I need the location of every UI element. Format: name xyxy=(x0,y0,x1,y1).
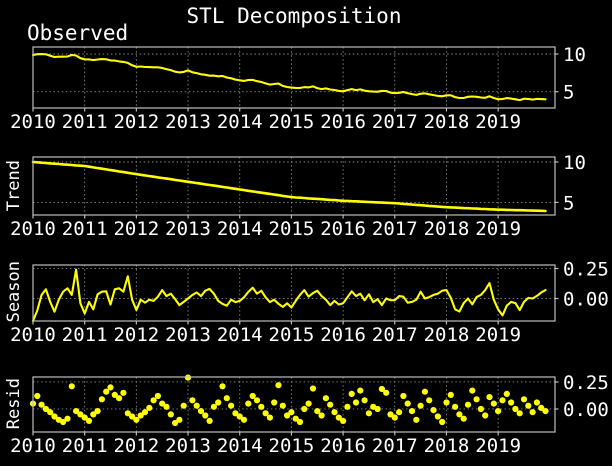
tick-label: 2019 xyxy=(475,324,521,346)
resid-panel: 2010 2011 2012 2013 2014 2015 2016 2017 2018 2019… xyxy=(10,372,609,457)
axis-ticks: 2010 2011 2012 2013 2014 2015 2016 2017 2018 2019… xyxy=(10,44,586,133)
tick-label: 2018 xyxy=(424,111,470,133)
tick-label: 2017 xyxy=(372,218,418,240)
gridlines xyxy=(32,157,555,215)
tick-label: 2010 xyxy=(10,218,56,240)
observed-line-series xyxy=(31,53,547,102)
figure-title: STL Decomposition xyxy=(186,4,402,28)
tick-label: 2017 xyxy=(372,111,418,133)
tick-label: 2014 xyxy=(217,111,263,133)
tick-label: 2014 xyxy=(217,435,263,457)
tick-label: 2017 xyxy=(372,435,418,457)
tick-label: 2015 xyxy=(269,218,315,240)
tick-label: 2012 xyxy=(113,435,159,457)
tick-label: 2010 xyxy=(10,324,56,346)
trend-line-series xyxy=(31,160,547,213)
tick-label: 2016 xyxy=(320,435,366,457)
tick-label: 2015 xyxy=(269,324,315,346)
tick-label: 2015 xyxy=(269,111,315,133)
tick-label: 2014 xyxy=(217,324,263,346)
plot-border xyxy=(32,264,556,322)
gridlines xyxy=(32,377,555,432)
tick-label: 2015 xyxy=(269,435,315,457)
tick-label: 2016 xyxy=(320,111,366,133)
observed-panel-label: Observed xyxy=(27,21,129,45)
axis-ticks: 2010 2011 2012 2013 2014 2015 2016 2017 2018 2019… xyxy=(10,258,609,346)
tick-label: 2013 xyxy=(165,324,211,346)
resid-panel-label: Resid xyxy=(4,377,24,430)
tick-label: 2018 xyxy=(424,324,470,346)
tick-label: 2018 xyxy=(424,218,470,240)
tick-label: 0.00 xyxy=(563,289,609,311)
tick-label: 2012 xyxy=(113,111,159,133)
tick-label: 2013 xyxy=(165,435,211,457)
trend-panel: 2010 2011 2012 2013 2014 2015 2016 2017 2018 2019… xyxy=(10,152,586,240)
trend-panel-label: Trend xyxy=(4,160,24,212)
axis-ticks: 2010 2011 2012 2013 2014 2015 2016 2017 2018 2019… xyxy=(10,152,586,240)
tick-label: 2019 xyxy=(475,218,521,240)
tick-label: 5 xyxy=(563,82,574,104)
tick-label: 0.25 xyxy=(563,372,609,394)
season-panel-label: Season xyxy=(4,261,24,323)
tick-label: 2012 xyxy=(113,324,159,346)
tick-label: 2011 xyxy=(62,324,108,346)
gridlines xyxy=(32,265,555,321)
tick-label: 2019 xyxy=(475,111,521,133)
observed-panel: 2010 2011 2012 2013 2014 2015 2016 2017 2018 2019… xyxy=(10,44,586,133)
axis-ticks: 2010 2011 2012 2013 2014 2015 2016 2017 2018 2019… xyxy=(10,372,609,457)
tick-label: 2013 xyxy=(165,111,211,133)
tick-label: 2019 xyxy=(475,435,521,457)
tick-label: 2012 xyxy=(113,218,159,240)
tick-label: 2010 xyxy=(10,111,56,133)
tick-label: 2010 xyxy=(10,435,56,457)
tick-label: 0.25 xyxy=(563,258,609,280)
plot-border xyxy=(32,376,556,433)
tick-label: 2011 xyxy=(62,435,108,457)
resid-scatter-series xyxy=(29,374,549,427)
tick-label: 2016 xyxy=(320,218,366,240)
gridlines xyxy=(32,47,555,108)
tick-label: 2013 xyxy=(165,218,211,240)
tick-label: 2017 xyxy=(372,324,418,346)
tick-label: 2016 xyxy=(320,324,366,346)
tick-label: 10 xyxy=(563,152,586,174)
tick-label: 2018 xyxy=(424,435,470,457)
tick-label: 2014 xyxy=(217,218,263,240)
plot-border xyxy=(32,46,556,109)
tick-label: 0.00 xyxy=(563,399,609,421)
tick-label: 5 xyxy=(563,192,574,214)
season-panel: 2010 2011 2012 2013 2014 2015 2016 2017 2018 2019… xyxy=(10,258,609,346)
tick-label: 2011 xyxy=(62,218,108,240)
tick-label: 2011 xyxy=(62,111,108,133)
season-line-series xyxy=(31,268,547,322)
tick-label: 10 xyxy=(563,44,586,66)
plot-border xyxy=(32,156,556,216)
